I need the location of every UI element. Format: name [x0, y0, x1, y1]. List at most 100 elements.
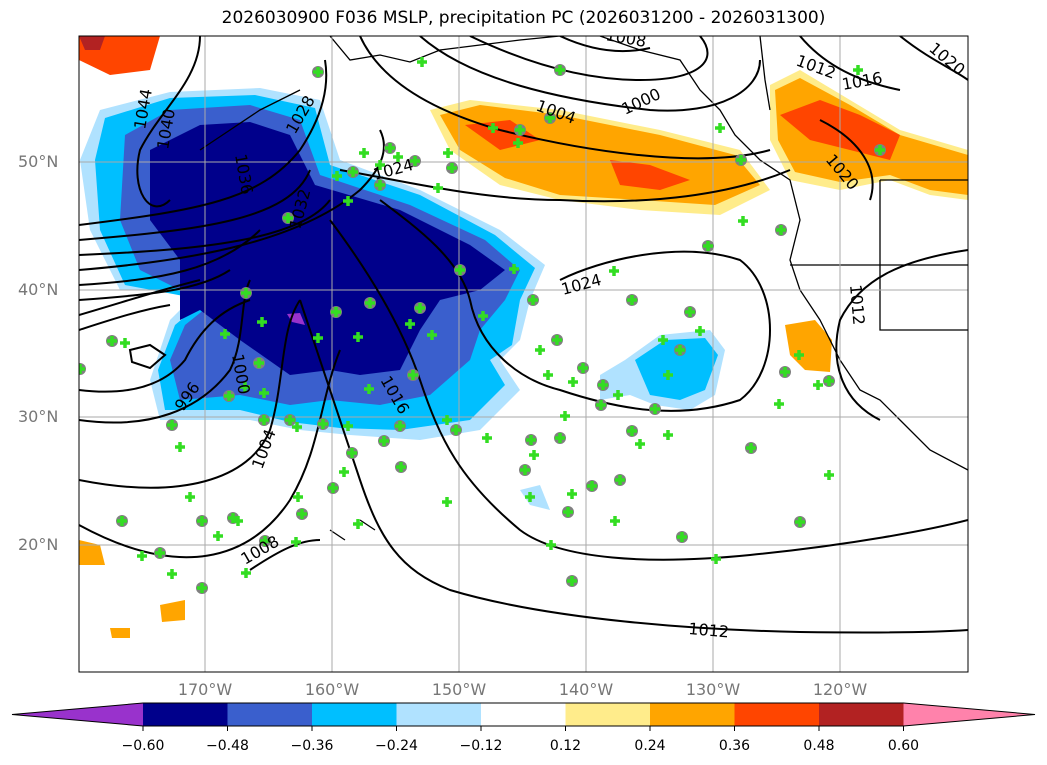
station-marker — [257, 317, 267, 327]
station-marker — [525, 492, 535, 502]
station-marker — [738, 216, 748, 226]
colorbar-tick-label: −0.36 — [290, 738, 334, 754]
station-marker — [519, 464, 531, 476]
colorbar-extend — [903, 703, 1035, 726]
station-marker — [417, 57, 427, 67]
station-marker — [613, 390, 623, 400]
colorbar — [11, 702, 1036, 731]
lon-label: 160°W — [304, 680, 360, 699]
station-marker — [378, 435, 390, 447]
station-marker — [853, 65, 863, 75]
station-marker — [702, 240, 714, 252]
station-marker — [154, 547, 166, 559]
station-marker — [554, 432, 566, 444]
colorbar-tick-label: −0.60 — [121, 738, 165, 754]
station-marker — [394, 420, 406, 432]
station-marker — [813, 380, 823, 390]
contour-label: 1000 — [619, 84, 664, 118]
lat-label: 20°N — [18, 535, 59, 554]
station-marker — [106, 335, 118, 347]
colorbar-swatch — [396, 703, 482, 726]
station-marker — [409, 155, 421, 167]
station-marker — [79, 363, 86, 375]
station-marker — [241, 568, 251, 578]
station-marker — [339, 467, 349, 477]
station-marker — [577, 362, 589, 374]
station-marker — [259, 388, 269, 398]
station-marker — [353, 519, 363, 529]
lat-label: 30°N — [18, 407, 59, 426]
station-marker — [586, 480, 598, 492]
contour-label: 1012 — [688, 619, 730, 641]
station-marker — [213, 531, 223, 541]
colorbar-swatch — [312, 703, 397, 726]
station-marker — [663, 370, 673, 380]
colorbar-swatch — [565, 703, 651, 726]
station-marker — [794, 350, 804, 360]
station-marker — [296, 508, 308, 520]
station-marker — [393, 152, 403, 162]
colorbar-swatch — [143, 703, 228, 726]
lon-label: 140°W — [558, 680, 614, 699]
colorbar-tick-label: −0.48 — [206, 738, 249, 754]
colorbar-swatch — [227, 703, 313, 726]
station-marker — [282, 212, 294, 224]
station-marker — [663, 430, 673, 440]
station-marker — [715, 123, 725, 133]
station-marker — [364, 384, 374, 394]
station-marker — [258, 414, 270, 426]
map-frame — [78, 35, 969, 673]
station-marker — [443, 148, 453, 158]
station-marker — [384, 142, 396, 154]
chart-title: 2026030900 F036 MSLP, precipitation PC (… — [221, 8, 826, 28]
station-marker — [614, 474, 626, 486]
lon-label: 170°W — [177, 680, 233, 699]
station-marker — [317, 418, 329, 430]
station-marker — [544, 112, 556, 124]
station-marker — [313, 333, 323, 343]
colorbar-tick-label: 0.36 — [718, 738, 751, 754]
station-marker — [676, 531, 688, 543]
station-marker — [293, 492, 303, 502]
station-marker — [166, 419, 178, 431]
contour-label: 1004 — [248, 427, 280, 472]
station-marker — [794, 516, 806, 528]
station-marker — [478, 311, 488, 321]
station-marker — [560, 411, 570, 421]
station-marker — [454, 264, 466, 276]
colorbar-swatch — [819, 703, 904, 726]
station-marker — [137, 551, 147, 561]
station-marker — [116, 515, 128, 527]
station-marker — [223, 390, 235, 402]
station-marker — [395, 461, 407, 473]
station-marker — [527, 294, 539, 306]
station-marker — [330, 306, 342, 318]
station-marker — [240, 382, 250, 392]
station-marker — [167, 569, 177, 579]
station-marker — [433, 183, 443, 193]
contour-label: 1024 — [559, 270, 603, 299]
colorbar-tick-label: 0.12 — [549, 738, 582, 754]
station-marker — [284, 414, 296, 426]
station-marker — [442, 497, 452, 507]
coastlines — [199, 36, 968, 541]
station-marker — [529, 450, 539, 460]
station-marker — [658, 335, 668, 345]
station-marker — [292, 422, 302, 432]
station-marker — [312, 66, 324, 78]
station-marker — [695, 326, 705, 336]
station-marker — [824, 470, 834, 480]
station-marker — [535, 345, 545, 355]
colorbar-tick-label: 0.60 — [887, 738, 920, 754]
station-marker — [414, 302, 426, 314]
station-marker — [779, 366, 791, 378]
station-marker — [359, 148, 369, 158]
station-markers — [79, 57, 886, 594]
contour-label: 1008 — [604, 25, 647, 51]
station-marker — [874, 144, 886, 156]
colorbar-swatch — [481, 703, 566, 726]
lat-label: 40°N — [18, 280, 59, 299]
colorbar-tick-label: −0.12 — [459, 738, 503, 754]
